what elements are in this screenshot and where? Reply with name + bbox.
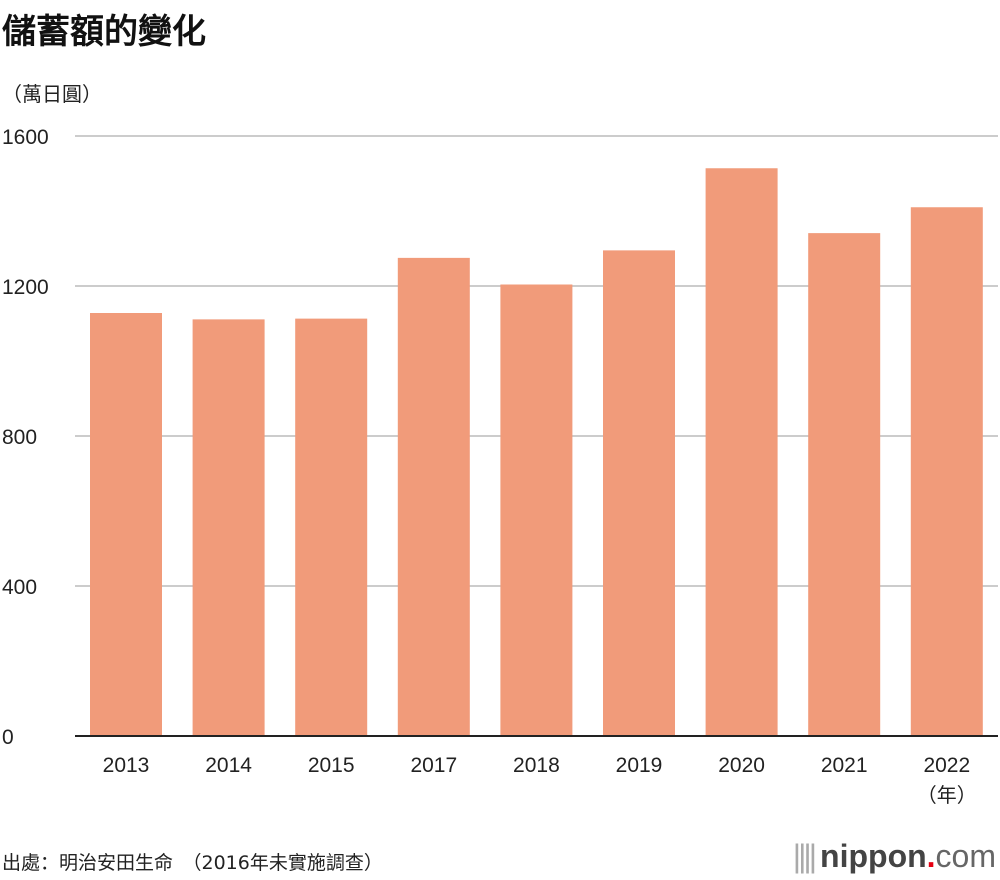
bar-2015 <box>295 318 368 736</box>
bar-2013 <box>90 313 162 736</box>
y-tick-label: 0 <box>2 726 14 749</box>
bar-2021 <box>808 233 881 736</box>
y-tick-label: 1200 <box>2 276 49 299</box>
x-tick-label: 2017 <box>410 754 457 777</box>
bar-2022 <box>910 207 983 736</box>
x-tick-label: 2022 <box>923 754 970 777</box>
x-tick-label: 2019 <box>616 754 663 777</box>
source-note: 出處：明治安田生命 （2016年未實施調查） <box>2 852 383 874</box>
x-tick-label: 2014 <box>205 754 252 777</box>
bar-2019 <box>603 250 675 736</box>
bar-2014 <box>192 319 265 736</box>
x-tick-label: 2021 <box>821 754 868 777</box>
bar-2020 <box>705 168 778 736</box>
x-tick-label: 2015 <box>308 754 355 777</box>
y-axis-label: （萬日圓） <box>2 82 102 106</box>
x-tick-label: 2018 <box>513 754 560 777</box>
x-tick-label: 2020 <box>718 754 765 777</box>
bar-2018 <box>500 284 573 736</box>
y-tick-label: 800 <box>2 426 37 449</box>
x-tick-label: 2013 <box>103 754 150 777</box>
chart-title: 儲蓄額的變化 <box>2 12 206 52</box>
bar-2017 <box>397 257 470 736</box>
nippon-logo: |||| nippon.com <box>792 838 996 874</box>
y-tick-label: 400 <box>2 576 37 599</box>
y-tick-label: 1600 <box>2 126 49 149</box>
x-axis-label: （年） <box>917 783 977 807</box>
